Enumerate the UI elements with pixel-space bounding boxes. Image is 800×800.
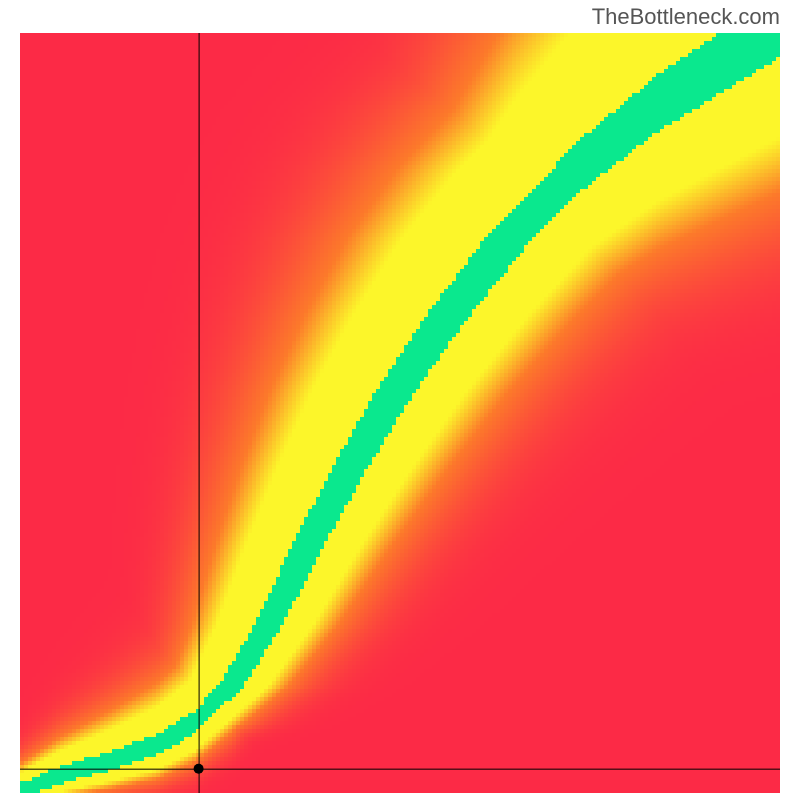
heatmap-canvas <box>20 33 780 793</box>
chart-container: TheBottleneck.com <box>0 0 800 800</box>
watermark-text: TheBottleneck.com <box>592 4 780 30</box>
